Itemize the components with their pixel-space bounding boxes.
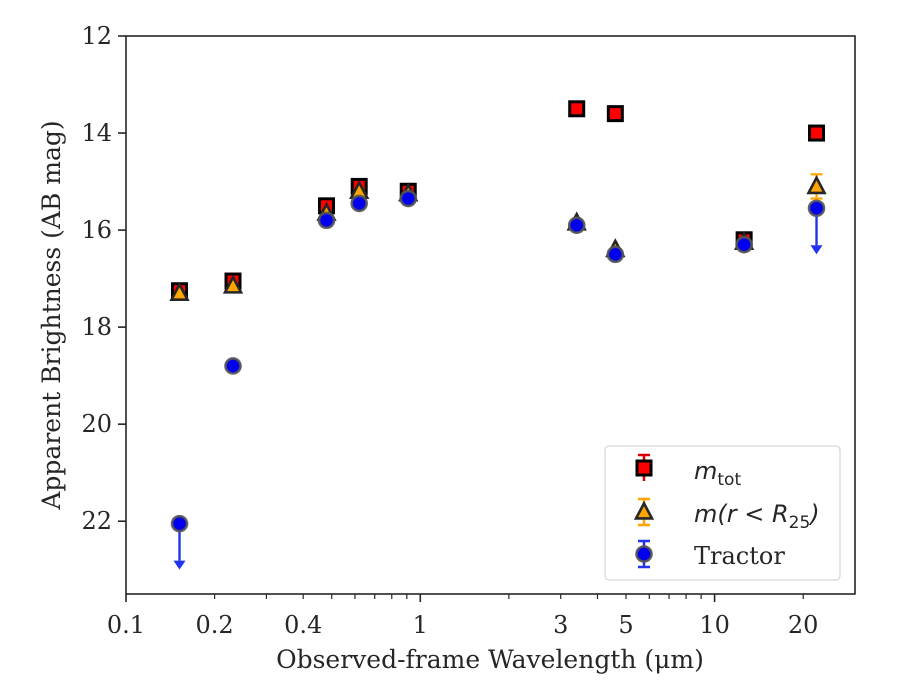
tractor-point xyxy=(567,216,586,235)
x-tick-label: 1 xyxy=(413,611,428,639)
tractor-point xyxy=(399,189,418,208)
legend-marker-tractor xyxy=(635,539,653,569)
m-r25-point xyxy=(169,281,190,301)
legend-square xyxy=(635,459,653,477)
data-layer xyxy=(169,100,827,570)
x-tick-label: 10 xyxy=(699,611,730,639)
m-tot-point xyxy=(606,105,624,123)
plot-frame xyxy=(125,35,856,595)
y-tick-label: 14 xyxy=(81,119,112,147)
tractor-point xyxy=(735,235,753,254)
tractor-point xyxy=(606,245,625,264)
legend-label-m-tot: mtot xyxy=(694,457,741,490)
m-r25-point xyxy=(222,274,244,294)
legend-marker-m-tot xyxy=(635,453,653,481)
upper-limit-arrowhead xyxy=(173,560,186,570)
m-tot-point xyxy=(568,100,586,118)
tractor-point xyxy=(807,199,826,218)
m-r25-point xyxy=(806,174,827,195)
y-axis-label: Apparent Brightness (AB mag) xyxy=(37,120,66,510)
x-tick-label: 0.4 xyxy=(284,611,322,639)
legend-frame xyxy=(604,445,841,581)
upper-limit-arrowhead xyxy=(810,245,823,255)
x-tick-label: 3 xyxy=(553,611,568,639)
x-tick-label: 5 xyxy=(618,611,633,639)
y-tick-label: 18 xyxy=(81,313,112,341)
tractor-point xyxy=(224,357,242,375)
y-tick-label: 22 xyxy=(81,507,112,535)
m-tot-point xyxy=(808,124,826,142)
legend: mtot m(r < R25) Tractor xyxy=(604,445,841,581)
legend-marker-m-r25 xyxy=(633,497,655,527)
y-tick-label: 12 xyxy=(81,22,112,50)
x-tick-label: 0.1 xyxy=(107,611,145,639)
tractor-point xyxy=(350,194,368,213)
y-tick-label: 16 xyxy=(81,216,112,244)
tick-layer: 0.1 0.2 0.4 1 3 5 10 20 12 14 16 18 20 22 xyxy=(81,22,818,639)
x-tick-label: 0.2 xyxy=(196,611,234,639)
x-tick-label: 20 xyxy=(788,611,819,639)
legend-triangle xyxy=(633,500,655,520)
legend-circle xyxy=(635,545,653,563)
tractor-point xyxy=(170,514,189,533)
legend-label-tractor: Tractor xyxy=(694,542,785,570)
x-axis-label: Observed-frame Wavelength (μm) xyxy=(276,645,704,674)
tractor-point xyxy=(317,211,336,230)
legend-label-m-r25: m(r < R25) xyxy=(694,500,820,533)
y-tick-label: 20 xyxy=(81,410,112,438)
